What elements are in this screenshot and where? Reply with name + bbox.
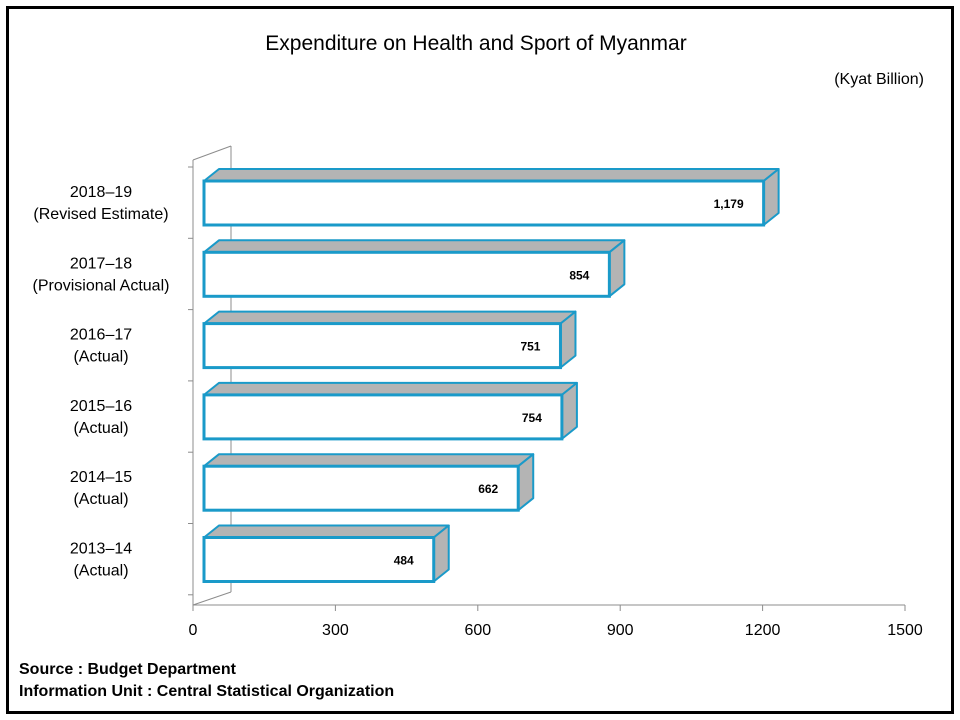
bar-front-face <box>202 322 562 370</box>
category-label-line: 2018–19 <box>70 184 132 201</box>
x-tick-label: 900 <box>607 622 634 639</box>
category-label-line: (Provisional Actual) <box>33 277 170 294</box>
bar <box>202 239 626 298</box>
bar-top-face <box>203 381 578 396</box>
category-label: 2015–16 (Actual) <box>70 398 132 437</box>
info-unit-note: Information Unit : Central Statistical O… <box>19 683 395 700</box>
category-label-line: 2013–14 <box>70 541 132 558</box>
category-label: 2014–15 (Actual) <box>70 469 132 508</box>
bar <box>202 524 450 583</box>
data-label: 751 <box>520 340 540 354</box>
category-label-line: (Actual) <box>73 349 128 366</box>
bar <box>202 453 535 512</box>
category-label-line: 2017–18 <box>70 255 132 272</box>
data-label: 754 <box>522 411 542 425</box>
category-label-line: 2014–15 <box>70 469 132 486</box>
category-label: 2018–19 (Revised Estimate) <box>33 184 168 223</box>
x-tick-label: 1500 <box>887 622 923 639</box>
bar <box>202 168 780 227</box>
category-label-line: (Actual) <box>73 491 128 508</box>
bar-top-face <box>203 310 577 325</box>
x-tick-label: 300 <box>322 622 349 639</box>
data-label: 662 <box>478 482 498 496</box>
bar-front-face <box>202 536 436 583</box>
bar-top-face <box>203 524 450 539</box>
source-note: Source : Budget Department <box>19 661 236 678</box>
chart-title: Expenditure on Health and Sport of Myanm… <box>265 32 686 55</box>
data-label: 854 <box>569 268 589 282</box>
bar-front-face <box>202 250 611 298</box>
bar <box>202 310 577 370</box>
depth-wall-top <box>192 145 232 161</box>
category-label: 2017–18 (Provisional Actual) <box>33 255 170 294</box>
category-label-line: 2016–17 <box>70 327 132 344</box>
x-tick-label: 1200 <box>745 622 781 639</box>
category-label-line: 2015–16 <box>70 398 132 415</box>
category-label-line: (Revised Estimate) <box>33 206 168 223</box>
x-tick-label: 0 <box>189 622 198 639</box>
depth-floor-left <box>192 591 232 606</box>
category-label-line: (Actual) <box>73 420 128 437</box>
x-tick-label: 600 <box>464 622 491 639</box>
bar-top-face <box>203 168 780 182</box>
bar-front-face <box>202 393 564 441</box>
category-label-line: (Actual) <box>73 563 128 580</box>
bar-front-face <box>202 179 766 227</box>
labels: 0 300 600 900 1200 1500 1,179 2018–19 (Revised E… <box>33 184 923 639</box>
category-label: 2016–17 (Actual) <box>70 327 132 366</box>
bar-top-face <box>203 453 535 468</box>
bar <box>202 381 578 441</box>
unit-label: (Kyat Billion) <box>834 71 924 88</box>
bars <box>202 168 780 583</box>
category-label: 2013–14 (Actual) <box>70 541 132 580</box>
bar-front-face <box>202 464 520 512</box>
bar-top-face <box>203 239 626 254</box>
data-label: 1,179 <box>714 197 744 211</box>
data-label: 484 <box>394 554 414 568</box>
